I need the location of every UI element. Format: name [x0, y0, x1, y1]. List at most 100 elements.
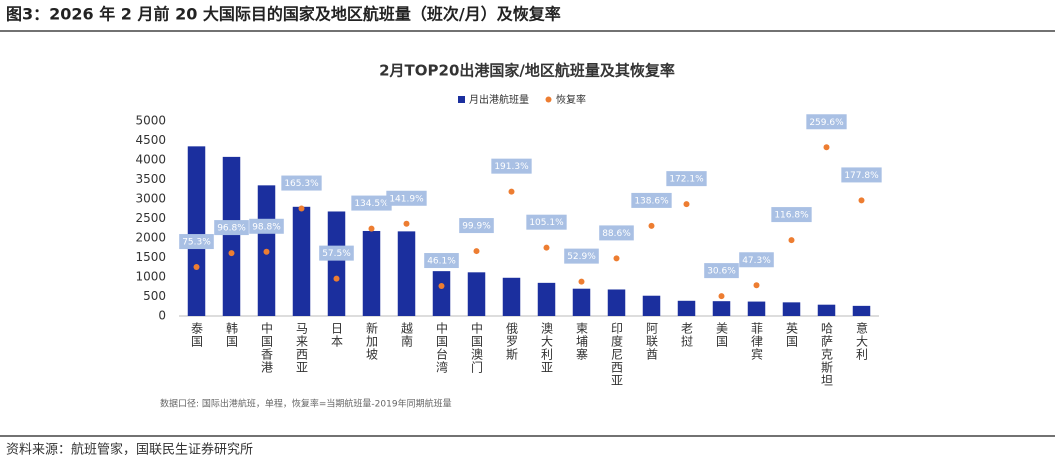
rate-dot	[683, 201, 690, 208]
x-tick-label: 韩国	[225, 321, 239, 348]
y-tick-label: 500	[143, 289, 166, 303]
value-label: 172.1%	[669, 175, 704, 185]
value-label: 99.9%	[462, 222, 491, 232]
x-tick-label: 意大利	[855, 321, 869, 361]
bar	[467, 272, 486, 316]
value-label-box	[491, 158, 532, 174]
bar	[327, 211, 346, 316]
bar	[537, 282, 556, 316]
x-tick-label: 澳大利亚	[540, 322, 554, 374]
value-label-box	[386, 190, 427, 206]
x-tick-label: 马来西亚	[295, 322, 309, 374]
rate-dot	[228, 250, 235, 257]
rate-dot	[753, 282, 760, 289]
bar	[817, 304, 836, 316]
rate-dot	[578, 278, 585, 285]
x-tick-label: 阿联酋	[645, 322, 659, 361]
bar	[747, 301, 766, 316]
y-tick-label: 1000	[135, 270, 166, 284]
rate-dot	[263, 248, 270, 255]
value-label-box	[319, 245, 354, 261]
rate-dot	[193, 264, 200, 271]
chart-note: 数据口径: 国际出港航班，单程，恢复率=当期航班量-2019年同期航班量	[160, 398, 452, 410]
rate-dot	[718, 293, 725, 300]
value-label: 141.9%	[389, 194, 424, 204]
value-label-box	[666, 171, 707, 187]
rate-dot	[368, 225, 375, 232]
value-label: 191.3%	[494, 162, 529, 172]
bar	[222, 156, 241, 316]
bar	[572, 288, 591, 316]
value-label: 177.8%	[844, 171, 879, 181]
value-label-box	[214, 220, 249, 236]
rate-dot	[508, 188, 515, 195]
y-tick-label: 2000	[135, 231, 166, 245]
bar	[712, 301, 731, 316]
x-tick-label: 美国	[715, 322, 729, 348]
rate-dot	[823, 144, 830, 151]
y-tick-label: 3000	[135, 192, 166, 206]
x-tick-label: 泰国	[190, 322, 204, 348]
rate-dot	[403, 220, 410, 227]
legend-swatch	[458, 96, 465, 103]
value-label-box	[179, 234, 214, 250]
bar	[292, 206, 311, 316]
value-label: 116.8%	[774, 211, 809, 221]
rate-dot	[648, 222, 655, 229]
legend-label: 月出港航班量	[469, 93, 529, 106]
value-label-box	[424, 253, 459, 269]
bar	[677, 300, 696, 316]
chart-title: 2月TOP20出港国家/地区航班量及其恢复率	[379, 62, 675, 80]
value-label: 47.3%	[742, 256, 771, 266]
value-label: 98.8%	[252, 222, 281, 232]
value-label-box	[631, 192, 672, 208]
value-label-box	[249, 218, 284, 234]
y-tick-label: 0	[158, 309, 166, 323]
value-label-box	[806, 114, 847, 130]
x-tick-label: 新加坡	[365, 321, 379, 361]
value-label-box	[281, 175, 322, 191]
rate-dot	[438, 283, 445, 290]
rate-dot	[543, 244, 550, 251]
x-tick-label: 哈萨克斯坦	[820, 322, 834, 387]
y-tick-label: 3500	[135, 172, 166, 186]
x-tick-label: 菲律宾	[750, 322, 764, 361]
x-tick-label: 越南	[400, 322, 414, 348]
y-tick-label: 4500	[135, 133, 166, 147]
bar	[852, 305, 871, 316]
value-label: 46.1%	[427, 257, 456, 267]
value-label-box	[841, 167, 882, 183]
x-tick-label: 柬埔寨	[575, 322, 589, 361]
legend-label: 恢复率	[556, 93, 586, 106]
rate-dot	[788, 237, 795, 244]
value-label-box	[351, 195, 392, 211]
value-label: 52.9%	[567, 252, 596, 262]
value-label-box	[526, 214, 567, 230]
x-tick-label: 老挝	[680, 322, 694, 348]
value-label-box	[771, 207, 812, 223]
y-tick-label: 2500	[135, 211, 166, 225]
x-tick-label: 英国	[785, 322, 799, 348]
x-tick-label: 中国澳门	[470, 321, 484, 374]
value-label: 75.3%	[182, 238, 211, 248]
value-label: 105.1%	[529, 218, 564, 228]
value-label: 88.6%	[602, 229, 631, 239]
rate-dot	[333, 275, 340, 282]
value-label-box	[704, 263, 739, 279]
x-tick-label: 中国台湾	[435, 321, 449, 374]
x-tick-label: 印度尼西亚	[610, 322, 624, 387]
x-tick-label: 俄罗斯	[505, 322, 519, 361]
value-label: 134.5%	[354, 199, 389, 209]
value-label-box	[599, 225, 634, 241]
rate-dot	[858, 197, 865, 204]
bar	[362, 230, 381, 316]
value-label: 165.3%	[284, 179, 319, 189]
value-label-box	[564, 248, 599, 264]
rate-dot	[298, 205, 305, 212]
x-tick-label: 中国香港	[260, 321, 274, 374]
y-tick-label: 5000	[135, 114, 166, 128]
rate-dot	[473, 248, 480, 255]
value-label: 259.6%	[809, 118, 844, 128]
value-label: 96.8%	[217, 224, 246, 234]
